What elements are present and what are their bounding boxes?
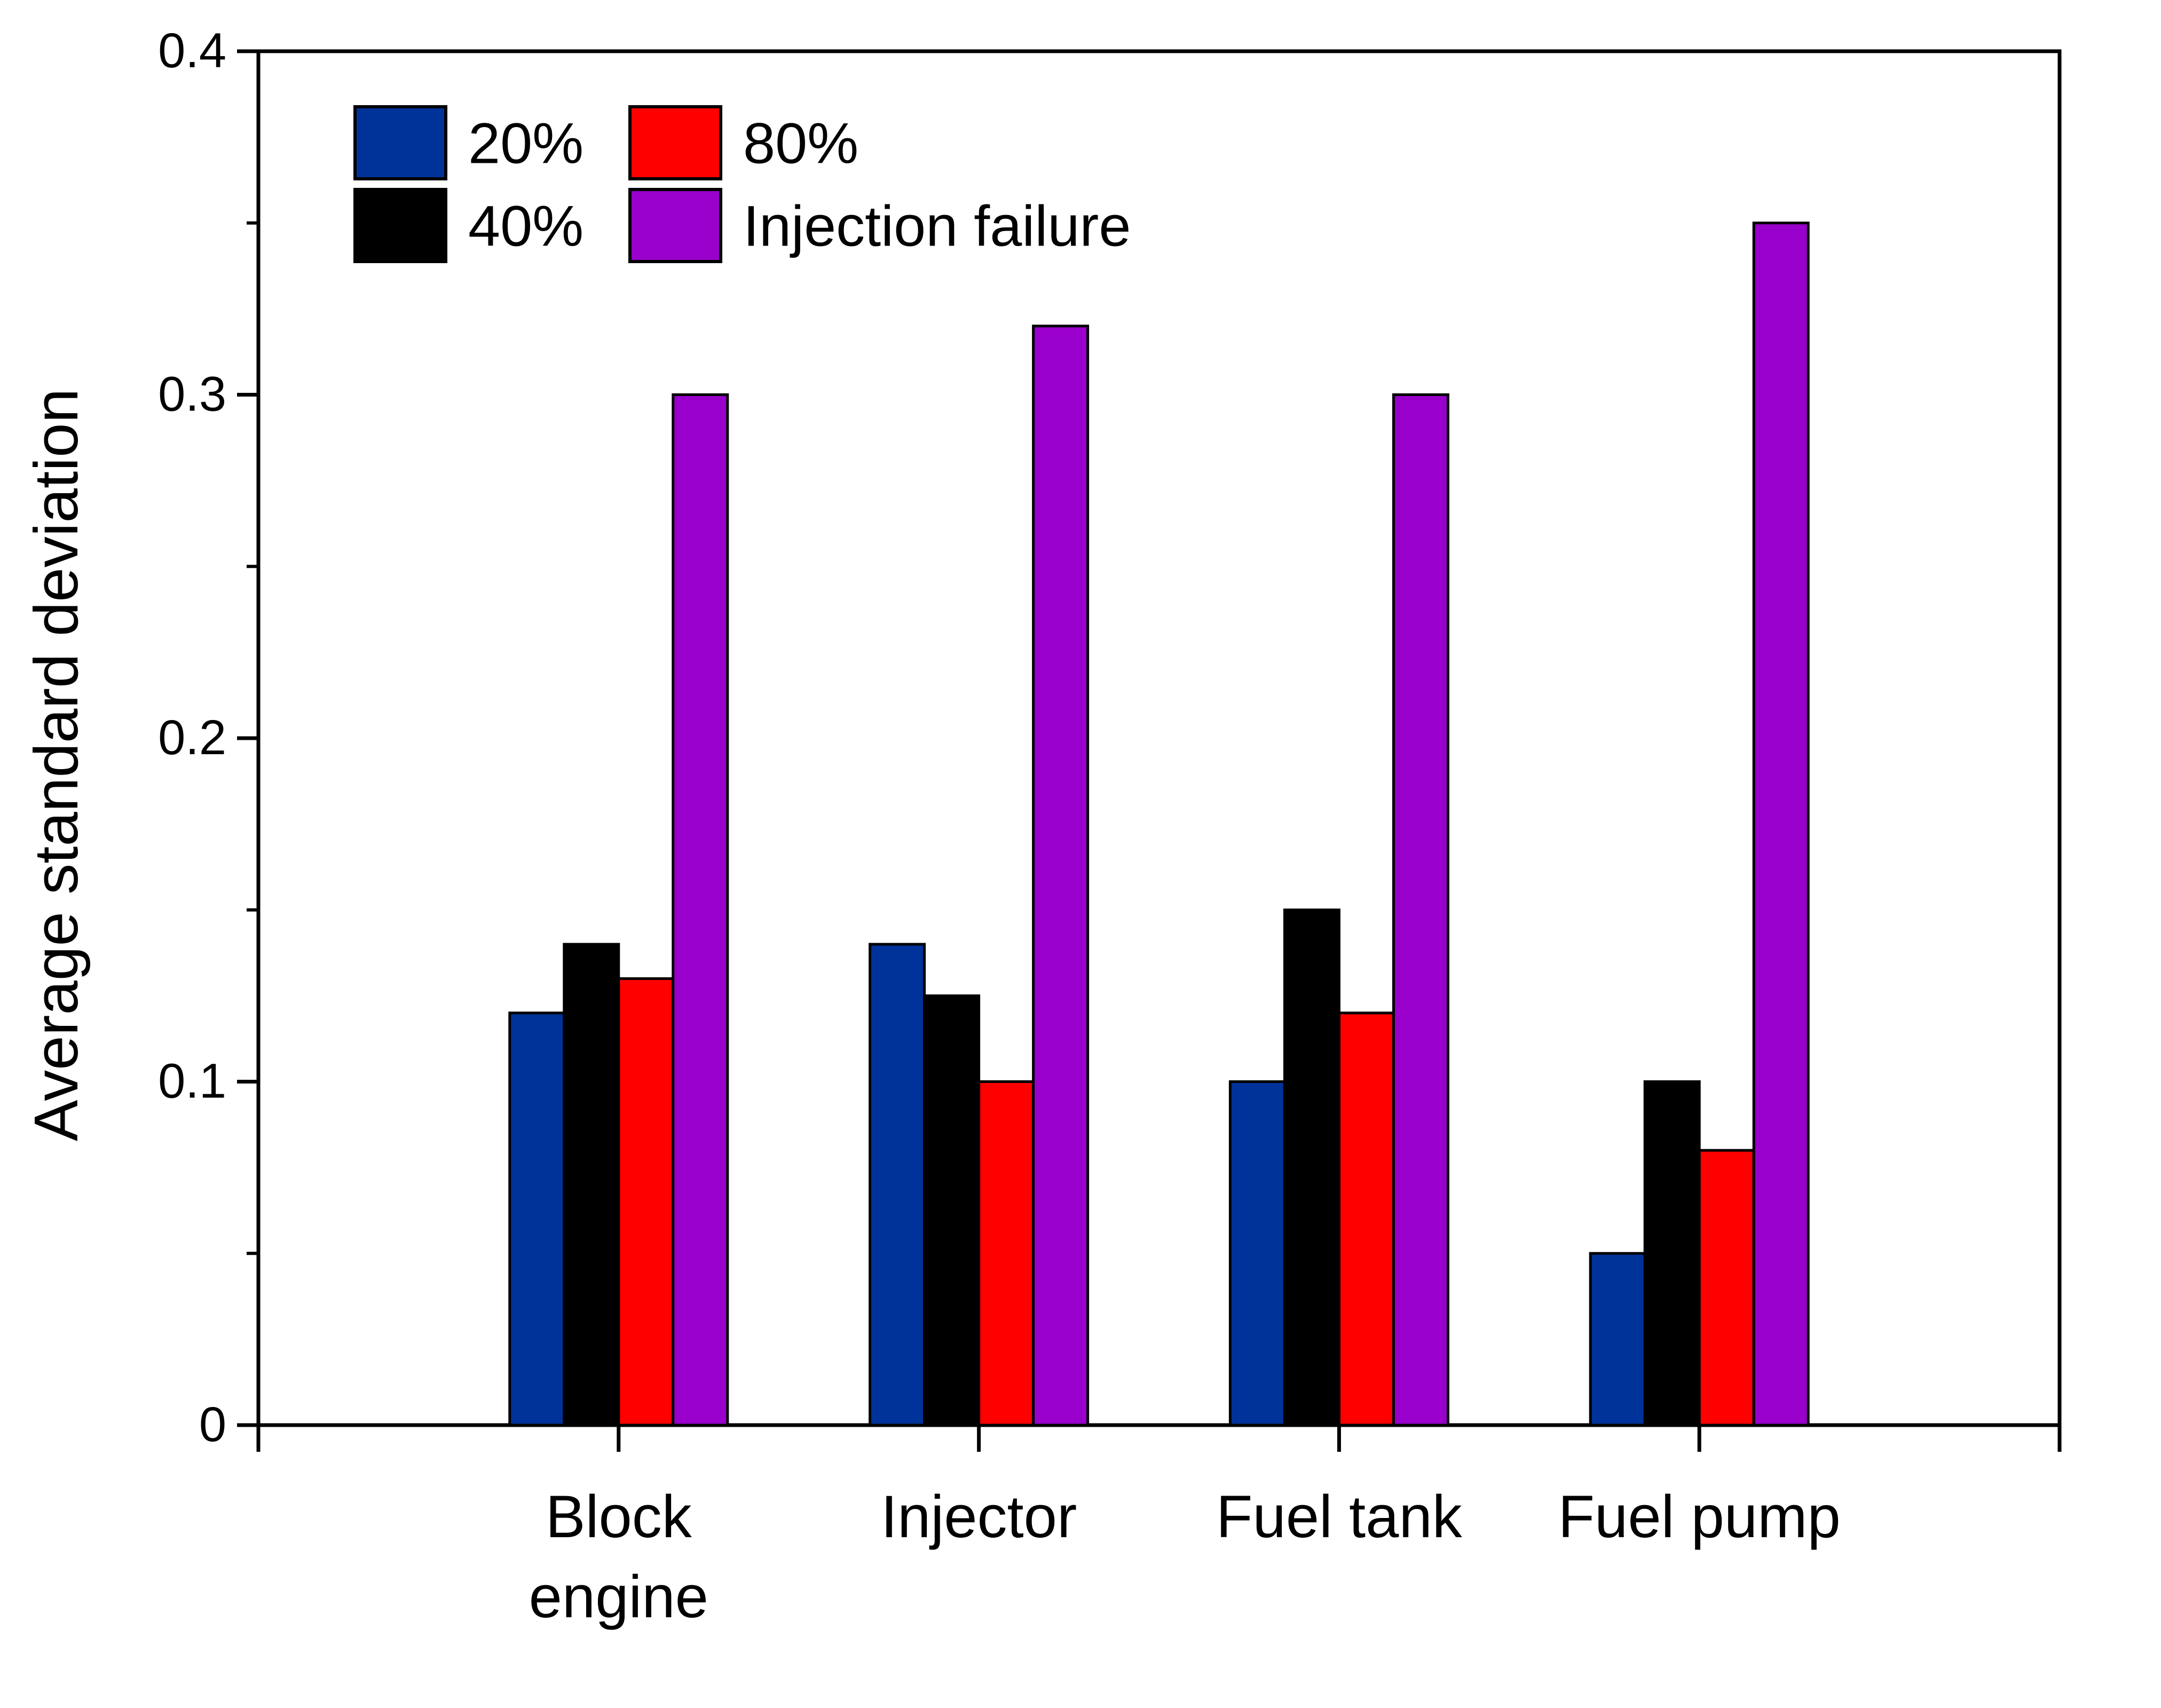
bar-3-0 <box>1589 1252 1646 1427</box>
y-axis-title: Average standard deviation <box>21 389 91 1141</box>
y-tick-label: 0.1 <box>158 1054 226 1109</box>
bar-3-1 <box>1643 1080 1701 1427</box>
bar-0-2 <box>617 977 675 1427</box>
legend-label: Injection failure <box>743 194 1131 258</box>
bar-0-3 <box>672 393 729 1427</box>
legend-label: 40% <box>468 194 583 258</box>
legend-swatch <box>628 105 722 180</box>
x-category-label: engine <box>529 1563 708 1630</box>
y-tick-label: 0.3 <box>158 367 226 422</box>
x-category-label: Block <box>546 1483 692 1550</box>
bar-1-2 <box>977 1080 1035 1427</box>
legend-label: 20% <box>468 111 583 176</box>
bar-2-0 <box>1228 1080 1286 1427</box>
bar-2-1 <box>1283 908 1340 1427</box>
x-category-label: Fuel pump <box>1558 1483 1841 1550</box>
bar-1-3 <box>1032 325 1090 1427</box>
y-tick-label: 0.2 <box>158 710 226 765</box>
bar-1-0 <box>869 943 926 1427</box>
bar-2-3 <box>1392 393 1449 1427</box>
bar-3-2 <box>1698 1149 1755 1427</box>
x-category-label: Fuel tank <box>1216 1483 1463 1550</box>
bar-3-3 <box>1752 222 1810 1427</box>
legend-label: 80% <box>743 111 858 176</box>
y-tick-label: 0.4 <box>158 23 226 78</box>
x-category-label: Injector <box>881 1483 1077 1550</box>
y-tick-label: 0 <box>199 1397 226 1452</box>
bar-0-0 <box>508 1011 566 1427</box>
bar-1-1 <box>923 994 981 1427</box>
legend-swatch <box>353 105 447 180</box>
bar-0-1 <box>563 943 620 1427</box>
legend-swatch <box>628 188 722 263</box>
bar-2-2 <box>1337 1011 1395 1427</box>
legend-swatch <box>353 188 447 263</box>
